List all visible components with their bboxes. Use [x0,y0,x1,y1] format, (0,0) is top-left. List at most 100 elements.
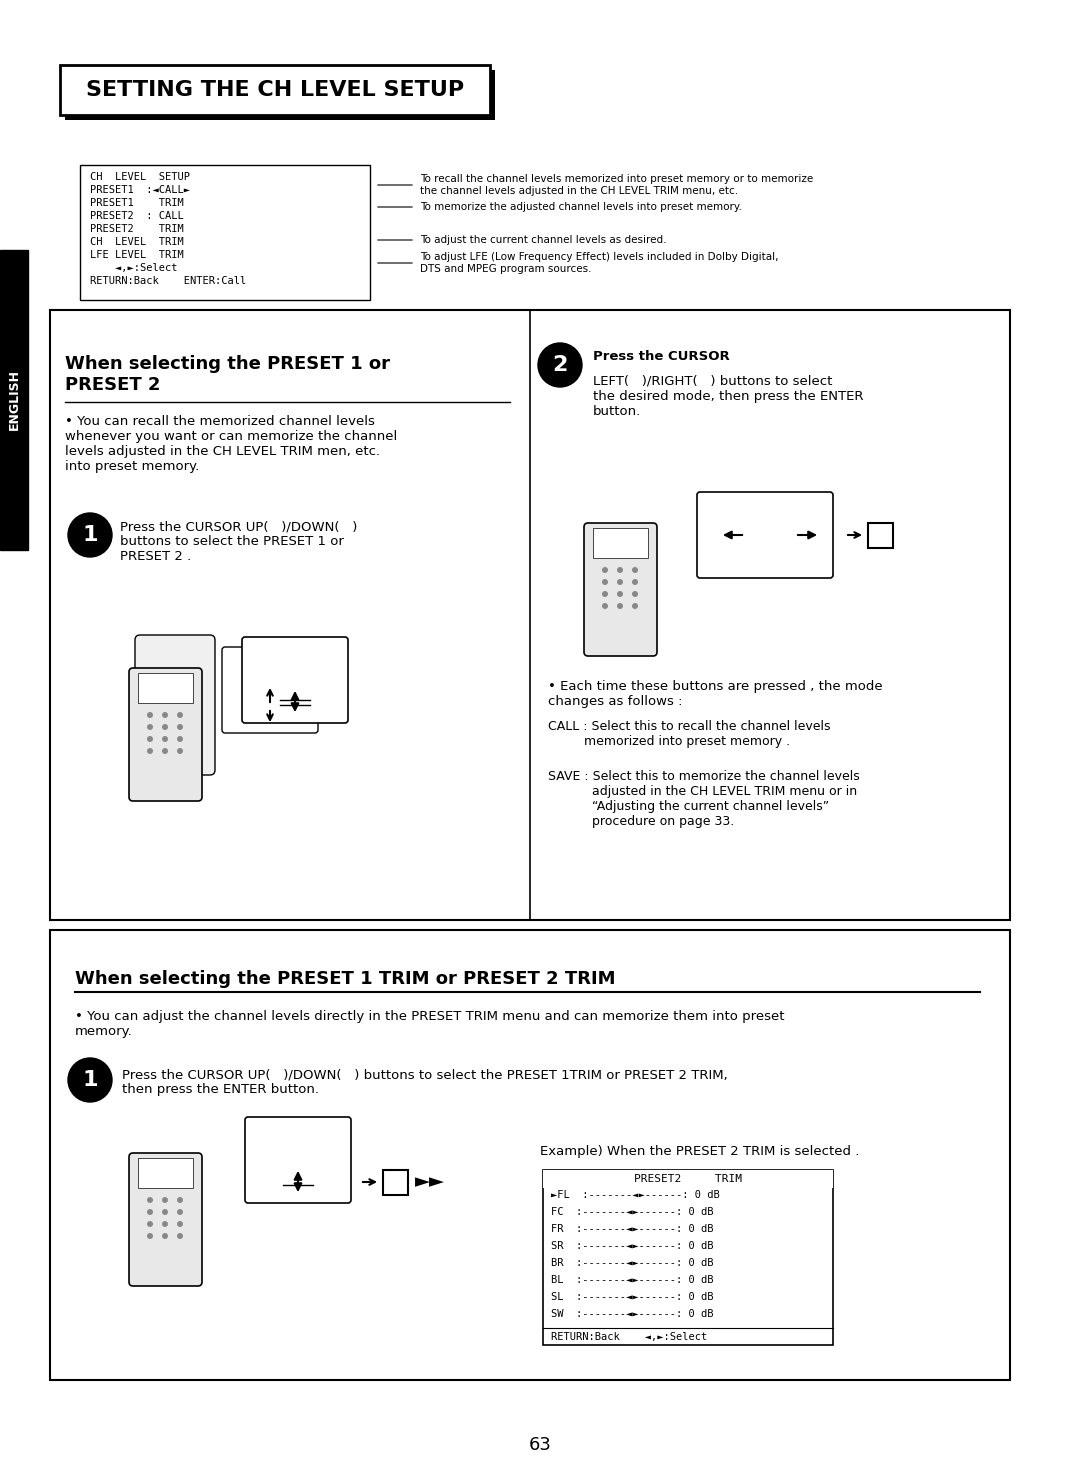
Circle shape [177,1222,183,1228]
Circle shape [162,1222,168,1228]
Text: SL  :-------◄►------: 0 dB: SL :-------◄►------: 0 dB [551,1293,714,1302]
Text: 63: 63 [528,1436,552,1454]
Circle shape [147,1222,153,1228]
Text: SR  :-------◄►------: 0 dB: SR :-------◄►------: 0 dB [551,1241,714,1251]
Text: To memorize the adjusted channel levels into preset memory.: To memorize the adjusted channel levels … [420,203,742,211]
Circle shape [177,711,183,717]
Bar [543,1170,833,1188]
Circle shape [162,748,168,754]
Text: To recall the channel levels memorized into preset memory or to memorize
the cha: To recall the channel levels memorized i… [420,175,813,195]
Text: Press the CURSOR UP(   )/DOWN(   )
buttons to select the PRESET 1 or
PRESET 2 .: Press the CURSOR UP( )/DOWN( ) buttons t… [120,521,357,563]
FancyBboxPatch shape [65,70,495,120]
Text: RETURN:Back    ENTER:Call: RETURN:Back ENTER:Call [90,277,246,285]
Circle shape [147,737,153,742]
Circle shape [617,592,623,598]
Text: ►►: ►► [415,1173,445,1192]
Text: To adjust the current channel levels as desired.: To adjust the current channel levels as … [420,235,666,246]
Circle shape [162,1197,168,1202]
Text: PRESET1  :◄CALL►: PRESET1 :◄CALL► [90,185,190,195]
Circle shape [162,1233,168,1239]
Text: To adjust LFE (Low Frequency Effect) levels included in Dolby Digital,
DTS and M: To adjust LFE (Low Frequency Effect) lev… [420,253,779,274]
Text: FR  :-------◄►------: 0 dB: FR :-------◄►------: 0 dB [551,1225,714,1233]
Bar [383,1170,408,1195]
Circle shape [602,592,608,598]
Circle shape [617,566,623,572]
Text: LEFT(   )/RIGHT(   ) buttons to select
the desired mode, then press the ENTER
bu: LEFT( )/RIGHT( ) buttons to select the d… [593,376,864,419]
FancyBboxPatch shape [697,493,833,578]
Circle shape [162,737,168,742]
Text: CH  LEVEL  TRIM: CH LEVEL TRIM [90,237,184,247]
FancyBboxPatch shape [135,634,215,775]
Circle shape [68,1057,112,1102]
FancyBboxPatch shape [242,637,348,723]
Text: BL  :-------◄►------: 0 dB: BL :-------◄►------: 0 dB [551,1275,714,1285]
Circle shape [147,1197,153,1202]
Text: PRESET2     TRIM: PRESET2 TRIM [634,1174,742,1185]
Text: CH  LEVEL  SETUP: CH LEVEL SETUP [90,172,190,182]
Circle shape [177,1197,183,1202]
Bar [138,1158,193,1188]
Text: Press the CURSOR: Press the CURSOR [593,351,730,362]
Text: ENGLISH: ENGLISH [8,370,21,430]
Text: Press the CURSOR UP(   )/DOWN(   ) buttons to select the PRESET 1TRIM or PRESET : Press the CURSOR UP( )/DOWN( ) buttons t… [122,1068,728,1096]
Text: 1: 1 [82,1069,98,1090]
Text: PRESET2  : CALL: PRESET2 : CALL [90,211,184,220]
FancyBboxPatch shape [245,1117,351,1202]
Circle shape [632,592,638,598]
Circle shape [68,513,112,558]
Circle shape [147,711,153,717]
Text: SW  :-------◄►------: 0 dB: SW :-------◄►------: 0 dB [551,1309,714,1319]
Circle shape [177,1233,183,1239]
Bar [593,528,648,558]
FancyBboxPatch shape [60,65,490,115]
Text: SETTING THE CH LEVEL SETUP: SETTING THE CH LEVEL SETUP [86,80,464,101]
Text: FC  :-------◄►------: 0 dB: FC :-------◄►------: 0 dB [551,1207,714,1217]
Circle shape [602,603,608,609]
Text: PRESET1    TRIM: PRESET1 TRIM [90,198,184,209]
Text: When selecting the PRESET 1 TRIM or PRESET 2 TRIM: When selecting the PRESET 1 TRIM or PRES… [75,970,616,988]
Text: • Each time these buttons are pressed , the mode
changes as follows :: • Each time these buttons are pressed , … [548,680,882,708]
Circle shape [162,711,168,717]
Text: Example) When the PRESET 2 TRIM is selected .: Example) When the PRESET 2 TRIM is selec… [540,1145,860,1158]
Bar [138,673,193,703]
Text: 2: 2 [552,355,568,376]
Circle shape [632,566,638,572]
Text: PRESET2    TRIM: PRESET2 TRIM [90,223,184,234]
Bar [50,930,1010,1380]
Text: ►FL  :-------◄►------: 0 dB: ►FL :-------◄►------: 0 dB [551,1191,719,1199]
Circle shape [147,725,153,731]
Circle shape [617,603,623,609]
Text: 1: 1 [82,525,98,544]
FancyBboxPatch shape [222,646,318,734]
Circle shape [147,748,153,754]
Bar [543,1170,833,1344]
FancyBboxPatch shape [584,524,657,657]
Text: LFE LEVEL  TRIM: LFE LEVEL TRIM [90,250,184,260]
Circle shape [617,578,623,586]
Text: ◄,►:Select: ◄,►:Select [90,263,177,274]
FancyBboxPatch shape [0,250,28,550]
Text: • You can adjust the channel levels directly in the PRESET TRIM menu and can mem: • You can adjust the channel levels dire… [75,1010,784,1038]
Text: CALL : Select this to recall the channel levels
         memorized into preset m: CALL : Select this to recall the channel… [548,720,831,748]
Circle shape [177,725,183,731]
Circle shape [162,725,168,731]
Circle shape [147,1233,153,1239]
Circle shape [538,343,582,387]
Circle shape [602,566,608,572]
Circle shape [632,603,638,609]
Text: SAVE : Select this to memorize the channel levels
           adjusted in the CH : SAVE : Select this to memorize the chann… [548,771,860,828]
Circle shape [147,1208,153,1216]
Circle shape [162,1208,168,1216]
Text: RETURN:Back    ◄,►:Select: RETURN:Back ◄,►:Select [551,1333,707,1341]
Text: • You can recall the memorized channel levels
whenever you want or can memorize : • You can recall the memorized channel l… [65,416,397,473]
Circle shape [632,578,638,586]
FancyBboxPatch shape [129,1154,202,1287]
Circle shape [177,1208,183,1216]
Circle shape [177,748,183,754]
Text: BR  :-------◄►------: 0 dB: BR :-------◄►------: 0 dB [551,1259,714,1268]
FancyBboxPatch shape [129,669,202,802]
Bar [50,311,1010,920]
Circle shape [602,578,608,586]
Circle shape [177,737,183,742]
Bar [868,524,893,549]
